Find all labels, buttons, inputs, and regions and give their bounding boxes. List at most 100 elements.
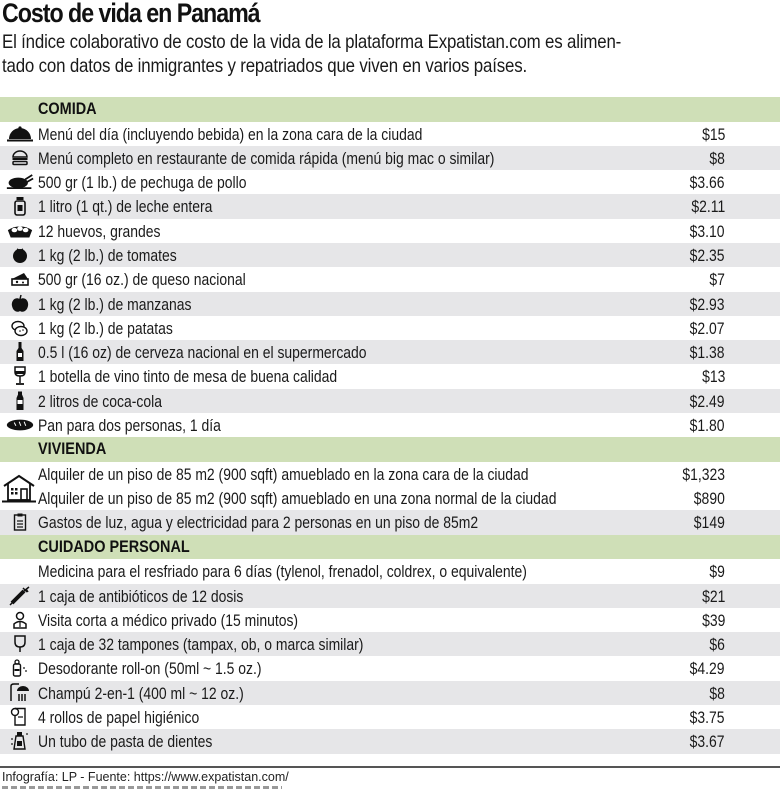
item-description: 1 kg (2 lb.) de tomates: [38, 245, 177, 265]
subtitle-line-2: tado con datos de inmigrantes y repatria…: [2, 55, 527, 77]
table-row: 500 gr (16 oz.) de queso nacional $7: [0, 267, 780, 292]
footer-divider: [0, 766, 780, 768]
utility-bill-icon: [6, 512, 34, 532]
item-price: $13: [701, 367, 725, 387]
table-row: 500 gr (1 lb.) de pechuga de pollo $3.66: [0, 170, 780, 195]
item-price: $7: [709, 270, 725, 290]
table-row: Champú 2-en-1 (400 ml ~ 12 oz.) $8: [0, 680, 780, 706]
tampon-cup-icon: [6, 634, 34, 654]
item-price: $2.49: [690, 391, 725, 411]
item-price: $3.10: [690, 221, 725, 241]
item-price: $3.66: [690, 173, 725, 193]
table-row: 4 rollos de papel higiénico $3.75: [0, 705, 780, 730]
page-title: Costo de vida en Panamá: [2, 0, 261, 28]
table-row: 1 caja de 32 tampones (tampax, ob, o mar…: [0, 632, 780, 657]
item-description: Alquiler de un piso de 85 m2 (900 sqft) …: [38, 464, 529, 484]
cheese-icon: [6, 269, 34, 289]
item-price: $3.67: [690, 732, 725, 752]
item-price: $1,323: [682, 464, 725, 484]
item-description: Visita corta a médico privado (15 minuto…: [38, 610, 299, 630]
table-row: Desodorante roll-on (50ml ~ 1.5 oz.) $4.…: [0, 656, 780, 681]
item-price: $39: [701, 610, 725, 630]
item-price: $2.07: [690, 318, 725, 338]
item-price: $890: [693, 489, 725, 509]
item-description: 500 gr (1 lb.) de pechuga de pollo: [38, 173, 247, 193]
house-icon: [2, 473, 36, 503]
item-description: Alquiler de un piso de 85 m2 (900 sqft) …: [38, 489, 557, 509]
page-subtitle: El índice colaborativo de costo de la vi…: [2, 30, 780, 78]
table-row: 1 kg (2 lb.) de tomates $2.35: [0, 242, 780, 268]
table-row: Visita corta a médico privado (15 minuto…: [0, 607, 780, 633]
syringe-icon: [6, 585, 34, 606]
item-description: 1 caja de 32 tampones (tampax, ob, o mar…: [38, 635, 364, 655]
item-description: Gastos de luz, agua y electricidad para …: [38, 513, 479, 533]
table-row: Gastos de luz, agua y electricidad para …: [0, 510, 780, 535]
table-row: Menú del día (incluyendo bebida) en la z…: [0, 121, 780, 146]
table-row: 1 litro (1 qt.) de leche entera $2.11: [0, 194, 780, 219]
item-price: $6: [709, 635, 725, 655]
footer-cropped-text: [2, 786, 282, 789]
soda-bottle-icon: [6, 391, 34, 411]
shower-icon: [6, 682, 34, 703]
item-description: 500 gr (16 oz.) de queso nacional: [38, 270, 246, 290]
item-price: $2.35: [690, 245, 725, 265]
table-row: 1 kg (2 lb.) de patatas $2.07: [0, 315, 780, 341]
cost-of-living-table: COMIDA Menú del día (incluyendo bebida) …: [0, 97, 780, 754]
milk-bottle-icon: [6, 196, 34, 217]
toothpaste-icon: [6, 731, 34, 751]
section-header-vivienda: VIVIENDA: [0, 437, 780, 462]
table-row: 0.5 l (16 oz) de cerveza nacional en el …: [0, 340, 780, 365]
item-description: 4 rollos de papel higiénico: [38, 708, 200, 728]
cloche-icon: [6, 124, 34, 144]
item-price: $4.29: [690, 659, 725, 679]
item-description: Pan para dos personas, 1 día: [38, 416, 221, 436]
table-row: 2 litros de coca-cola $2.49: [0, 388, 780, 414]
item-description: Desodorante roll-on (50ml ~ 1.5 oz.): [38, 659, 262, 679]
table-row: Alquiler de un piso de 85 m2 (900 sqft) …: [0, 486, 780, 511]
item-description: Menú completo en restaurante de comida r…: [38, 148, 495, 168]
item-description: Champú 2-en-1 (400 ml ~ 12 oz.): [38, 683, 244, 703]
item-price: $21: [701, 586, 725, 606]
table-row: 12 huevos, grandes $3.10: [0, 218, 780, 243]
item-description: 1 litro (1 qt.) de leche entera: [38, 197, 213, 217]
table-row: Un tubo de pasta de dientes $3.67: [0, 729, 780, 754]
wine-glass-icon: [6, 366, 34, 386]
item-description: Medicina para el resfriado para 6 días (…: [38, 562, 527, 582]
item-description: 1 kg (2 lb.) de manzanas: [38, 294, 192, 314]
section-label: VIVIENDA: [38, 439, 107, 459]
section-header-comida: COMIDA: [0, 97, 780, 122]
item-description: Un tubo de pasta de dientes: [38, 732, 213, 752]
table-row: Alquiler de un piso de 85 m2 (900 sqft) …: [0, 461, 780, 487]
section-header-cuidado-personal: CUIDADO PERSONAL: [0, 534, 780, 560]
item-price: $8: [709, 148, 725, 168]
deodorant-icon: [6, 658, 34, 678]
apple-icon: [6, 294, 34, 314]
item-description: 0.5 l (16 oz) de cerveza nacional en el …: [38, 343, 367, 363]
item-description: 1 caja de antibióticos de 12 dosis: [38, 586, 244, 606]
footer-credit: Infografía: LP - Fuente: https://www.exp…: [2, 770, 289, 784]
toilet-paper-icon: [6, 707, 34, 727]
table-row: 1 kg (2 lb.) de manzanas $2.93: [0, 291, 780, 316]
tomato-icon: [6, 245, 34, 265]
item-description: 1 kg (2 lb.) de patatas: [38, 318, 173, 338]
table-row: 1 caja de antibióticos de 12 dosis $21: [0, 583, 780, 608]
item-price: $3.75: [690, 708, 725, 728]
section-label: COMIDA: [38, 99, 97, 118]
eggs-icon: [6, 221, 34, 241]
roast-chicken-icon: [6, 172, 34, 192]
item-price: $2.93: [690, 294, 725, 314]
item-price: $15: [701, 124, 725, 144]
item-price: $9: [709, 562, 725, 582]
table-row: Medicina para el resfriado para 6 días (…: [0, 559, 780, 584]
item-description: 12 huevos, grandes: [38, 221, 161, 241]
table-row: 1 botella de vino tinto de mesa de buena…: [0, 364, 780, 389]
item-description: Menú del día (incluyendo bebida) en la z…: [38, 124, 423, 144]
item-price: $149: [693, 513, 725, 533]
table-row: Menú completo en restaurante de comida r…: [0, 145, 780, 171]
item-price: $1.38: [690, 343, 725, 363]
table-row: Pan para dos personas, 1 día $1.80: [0, 413, 780, 438]
burger-icon: [6, 148, 34, 168]
item-price: $8: [709, 683, 725, 703]
potato-icon: [6, 318, 34, 338]
section-label: CUIDADO PERSONAL: [38, 536, 190, 556]
